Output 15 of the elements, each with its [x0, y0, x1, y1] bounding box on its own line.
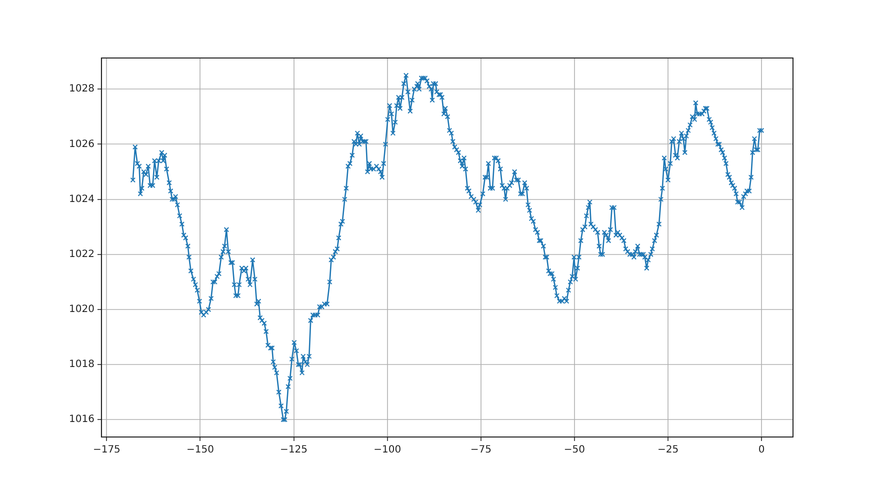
x-tick-label: −25 — [657, 444, 679, 456]
x-tick-label: 0 — [758, 444, 765, 456]
x-tick-label: −125 — [280, 444, 308, 456]
y-tick-label: 1028 — [68, 84, 94, 95]
y-tick-label: 1020 — [68, 304, 94, 316]
y-tick-label: 1024 — [68, 194, 94, 205]
x-tick-label: −175 — [92, 444, 120, 456]
x-tick-label: −150 — [186, 444, 214, 456]
x-tick-label: −50 — [564, 444, 586, 456]
y-tick-label: 1016 — [68, 414, 94, 426]
x-tick-label: −75 — [470, 444, 492, 456]
y-tick-label: 1026 — [68, 138, 94, 150]
y-tick-label: 1022 — [68, 248, 94, 260]
y-tick-label: 1018 — [68, 359, 94, 370]
x-tick-label: −100 — [374, 444, 402, 456]
